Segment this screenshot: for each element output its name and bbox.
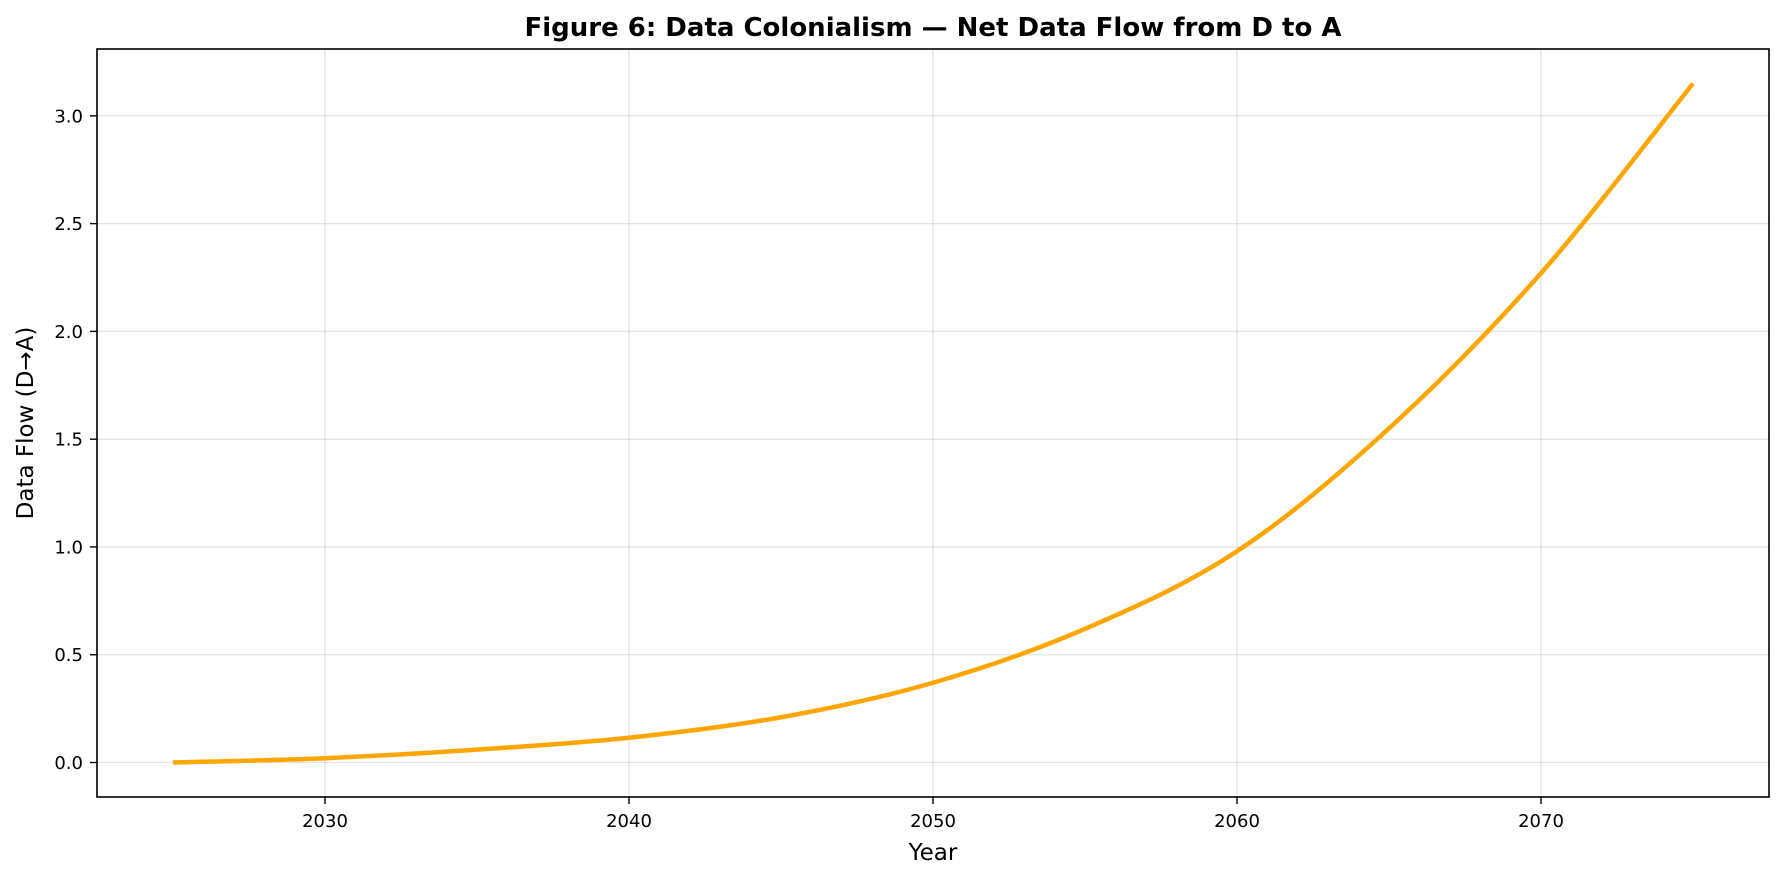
x-tick-label: 2060 [1214, 811, 1260, 832]
y-tick-label: 0.5 [54, 645, 83, 666]
y-tick-label: 0.0 [54, 753, 83, 774]
chart-title: Figure 6: Data Colonialism — Net Data Fl… [524, 13, 1341, 43]
y-axis-label: Data Flow (D→A) [13, 327, 39, 520]
x-tick-label: 2040 [606, 811, 652, 832]
x-axis-label: Year [908, 840, 958, 866]
x-tick-label: 2030 [302, 811, 348, 832]
y-tick-label: 1.0 [54, 537, 83, 558]
x-tick-label: 2050 [910, 811, 956, 832]
y-tick-label: 2.0 [54, 322, 83, 343]
y-tick-label: 1.5 [54, 430, 83, 451]
y-tick-label: 3.0 [54, 106, 83, 127]
axis-ticks: 2030 2040 2050 2060 2070 0.0 0.5 1.0 1.5 2.0 2.5 3.… [54, 106, 1564, 832]
series-line [172, 82, 1695, 765]
x-tick-label: 2070 [1518, 811, 1564, 832]
y-tick-label: 2.5 [54, 214, 83, 235]
